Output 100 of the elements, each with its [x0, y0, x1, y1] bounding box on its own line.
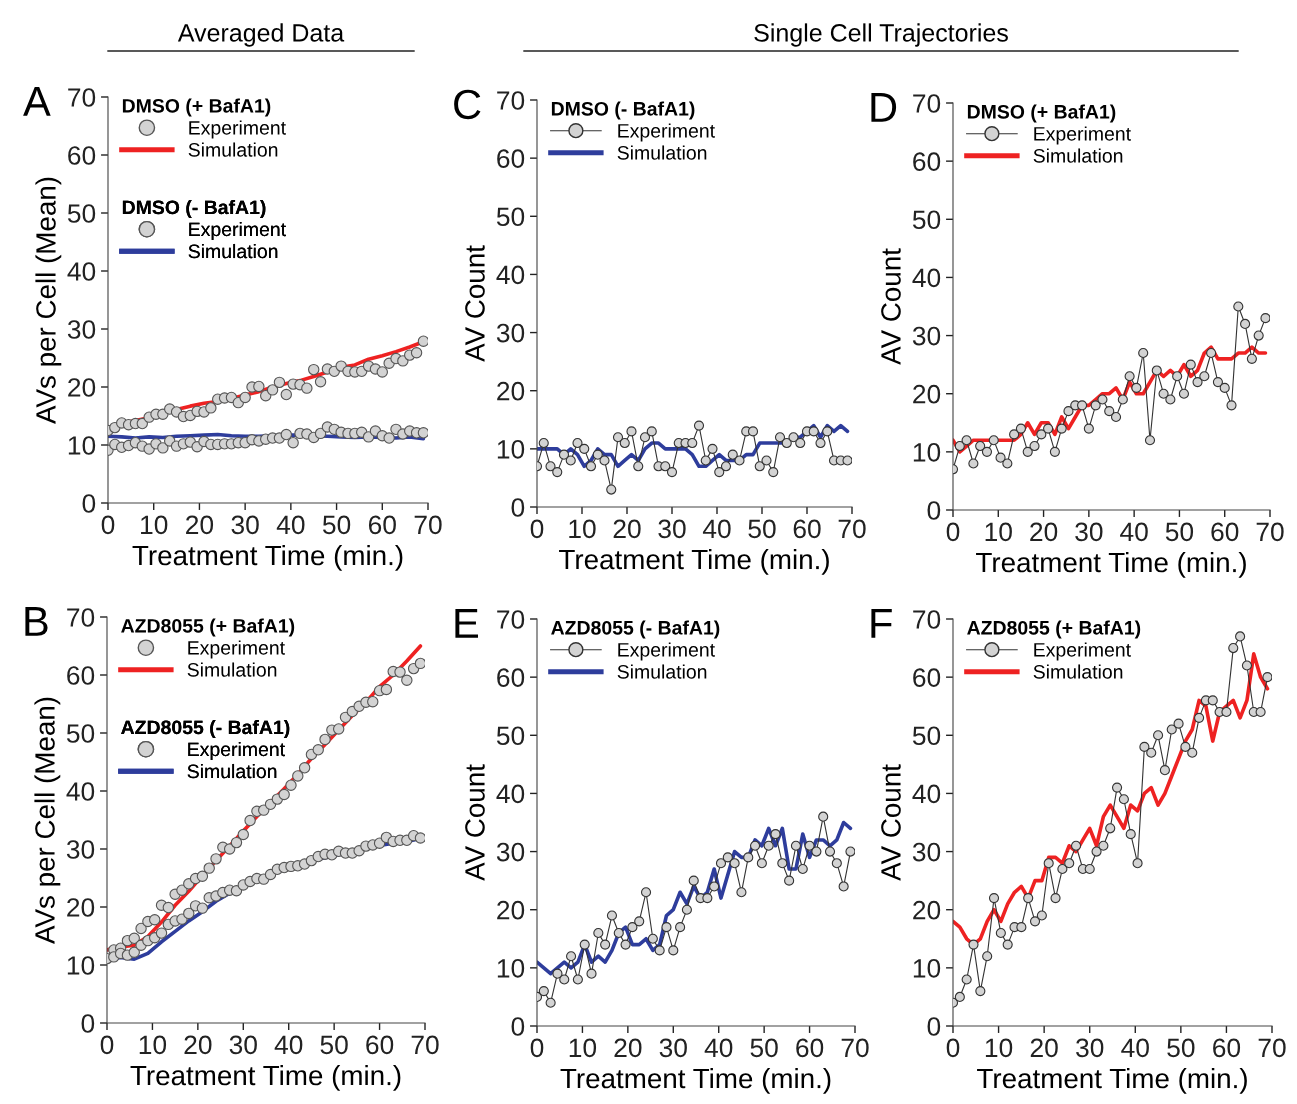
x-tick-label: 60 — [796, 1038, 824, 1058]
y-tick-label: 70 — [67, 608, 95, 627]
y-tick-label: 50 — [67, 204, 96, 223]
y-tick-label: 10 — [913, 958, 941, 978]
y-axis-title: AV Count — [465, 764, 485, 881]
y-tick-label: 40 — [496, 784, 525, 804]
text: AZD8055 (+ BafA1) — [121, 618, 295, 637]
x-tick-label: 70 — [841, 1038, 869, 1058]
y-tick-label: 60 — [913, 152, 941, 171]
y-tick-label: 70 — [913, 610, 941, 629]
legend-label: Experiment — [618, 642, 715, 661]
chart-title: F — [871, 609, 892, 638]
x-tick-label: 50 — [750, 1038, 778, 1058]
legend-label: Experiment — [189, 221, 286, 241]
y-tick-label: 0 — [81, 1014, 95, 1033]
y-tick-label: 20 — [497, 900, 525, 920]
legend-label: Simulation — [187, 763, 277, 779]
x-tick-label: 10 — [569, 519, 596, 539]
chart-title: C — [454, 89, 481, 120]
y-tick-label: 70 — [913, 94, 941, 113]
y-tick-label: 10 — [67, 956, 95, 975]
y-tick-label: 0 — [511, 498, 525, 517]
x-tick-label: 70 — [414, 515, 442, 535]
x-tick-label: 10 — [985, 522, 1012, 542]
x-tick-label: 20 — [186, 515, 214, 535]
x-tick-label: 40 — [1120, 522, 1148, 542]
y-tick-label: 40 — [66, 782, 95, 801]
chart-title: E — [455, 609, 478, 638]
y-tick-label: 50 — [66, 724, 95, 743]
text: DMSO (+ BafA1) — [122, 98, 271, 117]
x-tick-label: 60 — [368, 515, 396, 535]
y-tick-label: 30 — [912, 326, 941, 346]
y-tick-label: 10 — [497, 958, 525, 978]
x-tick-label: 40 — [1121, 1038, 1149, 1058]
y-tick-label: 40 — [912, 784, 941, 804]
x-tick-label: 30 — [1076, 1038, 1104, 1058]
y-axis-title: AVs per Cell (Mean) — [35, 177, 62, 424]
y-tick-label: 40 — [67, 262, 96, 281]
y-tick-label: 30 — [66, 840, 95, 859]
x-tick-label: 20 — [184, 1035, 212, 1055]
x-tick-label: 40 — [274, 1035, 303, 1055]
y-axis-title: AV Count — [881, 764, 901, 881]
y-tick-label: 60 — [68, 146, 96, 165]
y-tick-label: 60 — [497, 668, 525, 687]
y-tick-label: 20 — [913, 384, 941, 404]
x-tick-label: 20 — [1030, 522, 1058, 542]
x-axis-title: Treatment Time (min.) — [559, 548, 829, 575]
x-tick-label: 70 — [1256, 522, 1284, 542]
x-tick-label: 50 — [1167, 1038, 1195, 1058]
x-tick-label: 10 — [139, 1035, 167, 1055]
x-tick-label: 20 — [614, 1038, 642, 1058]
text: Averaged Data — [177, 23, 345, 47]
x-tick-label: 40 — [702, 519, 731, 539]
x-tick-label: 50 — [1165, 522, 1194, 542]
x-tick-label: 0 — [530, 519, 544, 539]
y-tick-label: 70 — [497, 610, 525, 629]
y-tick-label: 0 — [927, 1017, 941, 1036]
x-tick-label: 30 — [229, 1035, 257, 1055]
x-axis-title: Treatment Time (min.) — [977, 1067, 1247, 1094]
y-tick-label: 50 — [912, 210, 941, 230]
x-tick-label: 0 — [530, 1038, 544, 1058]
legend-label: Experiment — [1034, 642, 1131, 661]
x-axis-title: Treatment Time (min.) — [132, 544, 403, 571]
x-tick-label: 60 — [1211, 522, 1239, 542]
legend-title: DMSO (- BafA1) — [551, 101, 695, 120]
text: AZD8055 (- BafA1) — [121, 719, 290, 739]
legend-label: Simulation — [1033, 664, 1123, 679]
x-tick-label: 0 — [100, 1035, 114, 1055]
y-tick-label: 0 — [927, 501, 941, 520]
y-tick-label: 40 — [912, 268, 941, 288]
y-tick-label: 50 — [496, 207, 525, 227]
legend-label: Simulation — [1033, 148, 1123, 163]
text: Single Cell Trajectories — [754, 23, 1008, 47]
x-tick-label: 0 — [946, 522, 960, 542]
x-tick-label: 0 — [101, 515, 115, 535]
y-tick-label: 10 — [913, 442, 941, 462]
x-tick-label: 50 — [322, 515, 351, 535]
y-axis-title: AV Count — [465, 245, 485, 362]
y-axis-title: AVs per Cell (Mean) — [34, 697, 61, 944]
x-axis-title: Treatment Time (min.) — [130, 1064, 401, 1091]
y-tick-label: 20 — [913, 900, 941, 920]
x-axis-title: Treatment Time (min.) — [560, 1067, 831, 1094]
x-tick-label: 30 — [658, 519, 686, 539]
y-axis-title: AV Count — [881, 248, 901, 365]
y-tick-label: 20 — [67, 898, 95, 917]
y-tick-label: 50 — [496, 726, 525, 746]
legend-label: Experiment — [188, 741, 285, 761]
y-tick-label: 50 — [912, 726, 941, 746]
x-tick-label: 0 — [946, 1038, 960, 1058]
x-tick-label: 70 — [1258, 1038, 1286, 1058]
x-tick-label: 20 — [613, 519, 641, 539]
x-tick-label: 20 — [1030, 1038, 1058, 1058]
x-tick-label: 40 — [276, 515, 305, 535]
y-tick-label: 30 — [912, 842, 941, 862]
y-tick-label: 60 — [497, 149, 525, 168]
legend-label: Simulation — [187, 662, 277, 677]
x-axis-title: Treatment Time (min.) — [976, 551, 1246, 578]
legend-title: AZD8055 (- BafA1) — [551, 620, 720, 639]
x-tick-label: 70 — [838, 519, 866, 539]
y-tick-label: 70 — [68, 88, 96, 107]
